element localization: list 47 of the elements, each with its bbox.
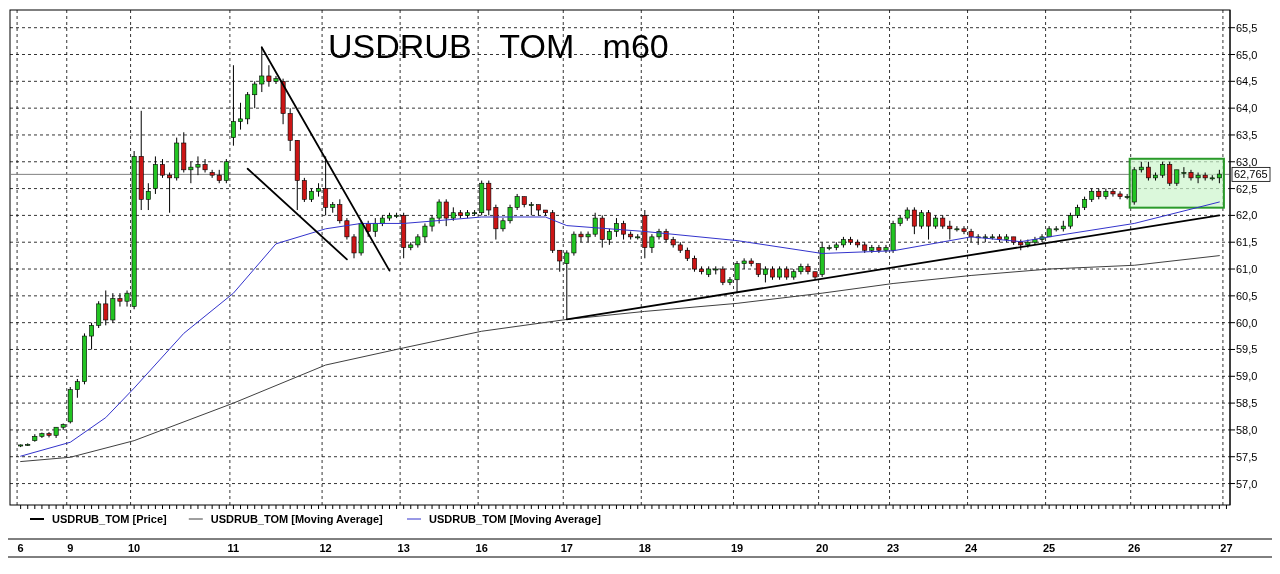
x-tick-label: 11 — [227, 542, 240, 554]
y-tick-label: 61,0 — [1236, 263, 1258, 276]
x-tick-label: 6 — [17, 542, 24, 554]
x-tick-label: 18 — [638, 542, 651, 554]
text: USDRUB TOM m60 — [328, 27, 669, 65]
x-tick-label: 25 — [1043, 542, 1056, 554]
ref-line-label: 62,765 — [1234, 168, 1268, 181]
x-tick-label: 27 — [1220, 542, 1233, 554]
y-tick-label: 62,0 — [1236, 209, 1258, 222]
y-tick-label: 60,0 — [1236, 316, 1258, 329]
y-tick-label: 58,0 — [1236, 423, 1258, 436]
candlestick — [1167, 161, 1173, 187]
y-tick-label: 63,5 — [1236, 128, 1258, 141]
y-tick-label: 57,5 — [1236, 450, 1258, 463]
candlestick — [614, 217, 619, 238]
x-tick-label: 26 — [1128, 542, 1141, 554]
legend-label: USDRUB_TOM [Price] — [52, 513, 168, 525]
x-tick-label: 12 — [319, 542, 332, 554]
x-tick-label: 13 — [397, 542, 410, 554]
y-tick-label: 62,5 — [1236, 182, 1258, 195]
candlestick — [1146, 161, 1151, 182]
x-tick-label: 23 — [886, 542, 900, 554]
y-tick-label: 61,5 — [1236, 236, 1258, 249]
x-tick-label: 9 — [67, 542, 74, 554]
y-tick-label: 59,0 — [1236, 370, 1258, 383]
y-tick-label: 64,5 — [1236, 75, 1258, 88]
candlestick — [74, 378, 80, 399]
y-tick-label: 59,5 — [1236, 343, 1258, 356]
legend-label: USDRUB_TOM [Moving Average] — [210, 513, 384, 525]
x-tick-label: 20 — [816, 542, 829, 554]
x-tick-label: 19 — [730, 542, 744, 554]
y-tick-label: 57,0 — [1236, 477, 1258, 490]
candlestick — [89, 322, 94, 350]
y-tick-label: 64,0 — [1236, 102, 1258, 115]
x-tick-label: 10 — [128, 542, 141, 554]
line-series — [20, 201, 1220, 457]
y-tick-label: 58,5 — [1236, 397, 1258, 410]
candlestick — [372, 217, 378, 238]
x-tick-label: 16 — [475, 542, 488, 554]
legend-label: USDRUB_TOM [Moving Average] — [429, 513, 602, 525]
line-series — [20, 255, 1220, 463]
y-tick-label: 65,5 — [1236, 21, 1258, 34]
x-tick-label: 24 — [964, 542, 979, 554]
x-tick-label: 17 — [560, 542, 573, 554]
y-tick-label: 65,0 — [1236, 48, 1258, 61]
y-tick-label: 63,0 — [1236, 155, 1258, 168]
y-tick-label: 60,5 — [1236, 289, 1258, 302]
